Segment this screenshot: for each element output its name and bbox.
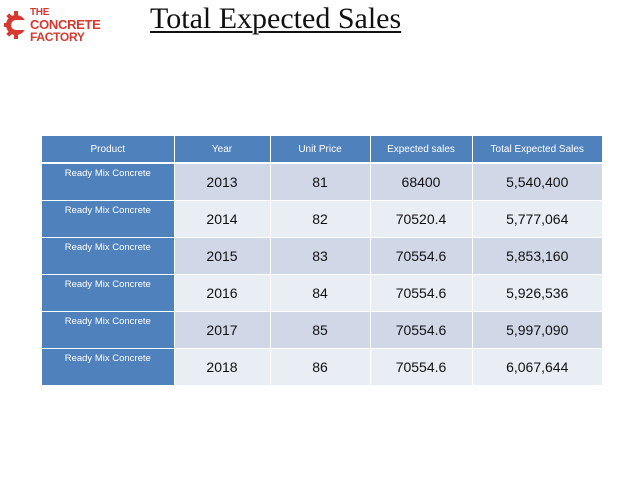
cell-product: Ready Mix Concrete (42, 163, 175, 201)
cell-unit-price: 81 (270, 163, 371, 201)
cell-product: Ready Mix Concrete (42, 237, 175, 275)
cell-year: 2013 (174, 163, 271, 201)
cell-product: Ready Mix Concrete (42, 348, 175, 386)
cell-year: 2018 (174, 348, 271, 386)
cell-unit-price: 82 (270, 200, 371, 238)
logo-text: THE CONCRETE FACTORY (30, 7, 101, 43)
cell-unit-price: 84 (270, 274, 371, 312)
cell-expected-sales: 70554.6 (370, 348, 473, 386)
table-row: Ready Mix Concrete 2016 84 70554.6 5,926… (42, 274, 602, 312)
table-row: Ready Mix Concrete 2014 82 70520.4 5,777… (42, 200, 602, 238)
table-row: Ready Mix Concrete 2013 81 68400 5,540,4… (42, 163, 602, 201)
cell-expected-sales: 68400 (370, 163, 473, 201)
cell-total-expected-sales: 5,853,160 (472, 237, 602, 275)
table-row: Ready Mix Concrete 2015 83 70554.6 5,853… (42, 237, 602, 275)
cell-unit-price: 83 (270, 237, 371, 275)
cell-expected-sales: 70554.6 (370, 311, 473, 349)
cell-total-expected-sales: 6,067,644 (472, 348, 602, 386)
cell-total-expected-sales: 5,926,536 (472, 274, 602, 312)
cell-expected-sales: 70520.4 (370, 200, 473, 238)
cell-unit-price: 86 (270, 348, 371, 386)
cell-expected-sales: 70554.6 (370, 274, 473, 312)
logo-line-1: THE (30, 7, 50, 18)
cell-product: Ready Mix Concrete (42, 311, 175, 349)
cell-year: 2016 (174, 274, 271, 312)
cell-year: 2017 (174, 311, 271, 349)
company-logo: THE CONCRETE FACTORY (4, 6, 116, 44)
header-expected-sales: Expected sales (370, 136, 473, 164)
table-header-row: Product Year Unit Price Expected sales T… (42, 136, 602, 164)
cell-product: Ready Mix Concrete (42, 274, 175, 312)
cell-expected-sales: 70554.6 (370, 237, 473, 275)
sales-table: Product Year Unit Price Expected sales T… (42, 136, 602, 386)
header-unit-price: Unit Price (270, 136, 371, 164)
table-row: Ready Mix Concrete 2018 86 70554.6 6,067… (42, 348, 602, 386)
cell-total-expected-sales: 5,540,400 (472, 163, 602, 201)
cell-year: 2015 (174, 237, 271, 275)
gear-icon (4, 11, 28, 39)
header-year: Year (174, 136, 271, 164)
cell-year: 2014 (174, 200, 271, 238)
cell-total-expected-sales: 5,997,090 (472, 311, 602, 349)
slide-title: Total Expected Sales (150, 2, 402, 35)
logo-line-2: CONCRETE (30, 17, 101, 32)
header-total-expected-sales: Total Expected Sales (472, 136, 602, 164)
header-product: Product (42, 136, 175, 164)
cell-unit-price: 85 (270, 311, 371, 349)
cell-total-expected-sales: 5,777,064 (472, 200, 602, 238)
logo-line-3: FACTORY (30, 30, 85, 44)
table-row: Ready Mix Concrete 2017 85 70554.6 5,997… (42, 311, 602, 349)
cell-product: Ready Mix Concrete (42, 200, 175, 238)
